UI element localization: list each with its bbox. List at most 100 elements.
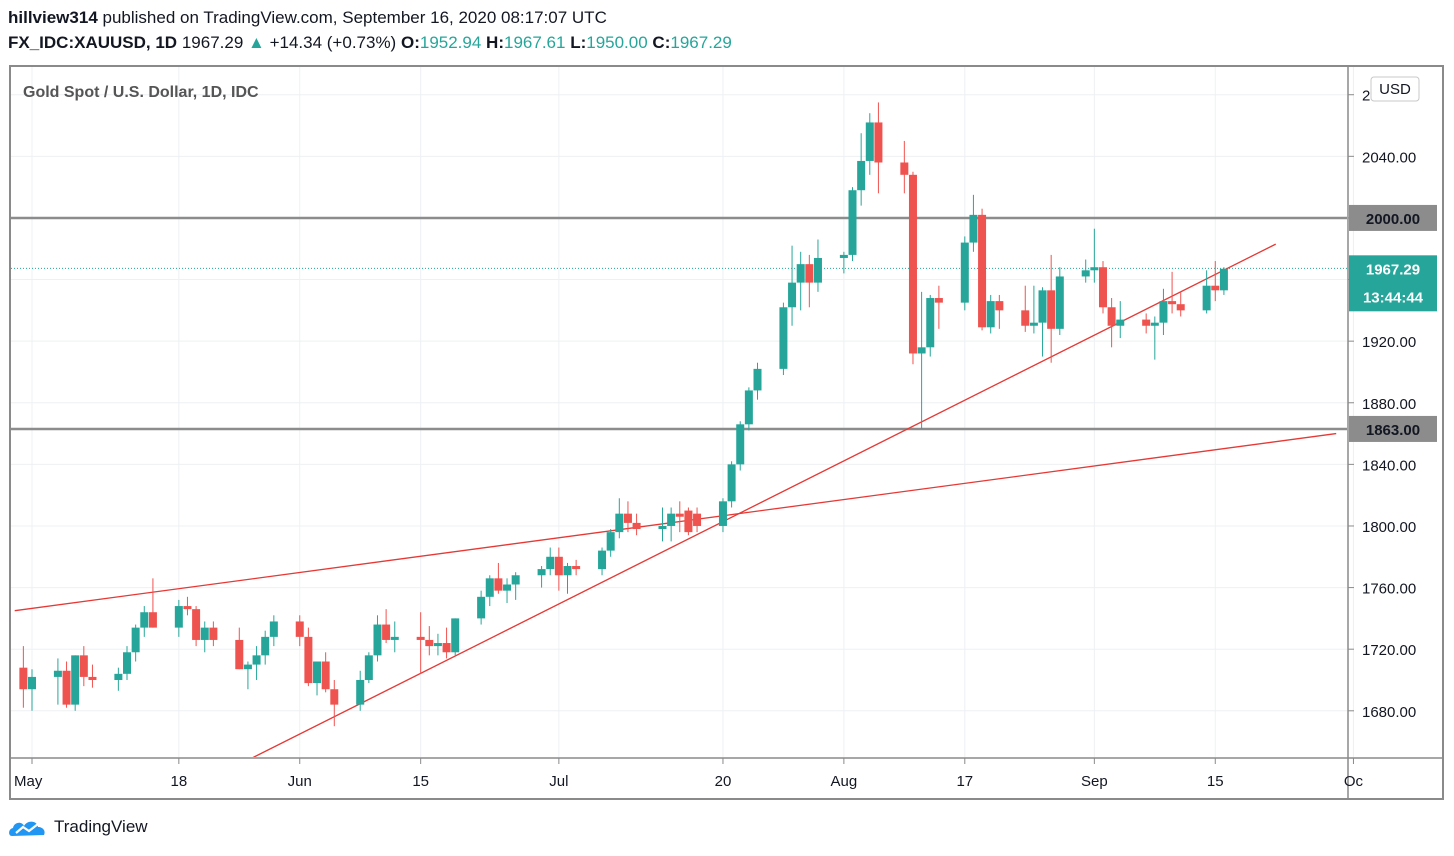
candle — [373, 615, 382, 662]
candle-body — [131, 627, 140, 653]
candle-body — [1219, 268, 1228, 291]
candle-body — [261, 636, 270, 656]
candle-body — [623, 513, 632, 523]
candle — [606, 529, 615, 557]
candle — [503, 578, 512, 603]
candle — [615, 498, 624, 539]
candle — [1038, 287, 1047, 357]
price-tick-label: 1800.00 — [1362, 519, 1416, 536]
candle-body — [969, 214, 978, 243]
price-tick-label: 1720.00 — [1362, 642, 1416, 659]
tradingview-logo[interactable]: TradingView — [8, 816, 148, 838]
candle — [140, 606, 149, 637]
candle — [865, 113, 874, 175]
candle-body — [753, 368, 762, 391]
candle-body — [321, 661, 330, 690]
last-price-tag-box — [1349, 255, 1437, 312]
trendline[interactable] — [248, 243, 1277, 760]
candle — [986, 294, 995, 334]
candle-body — [788, 282, 797, 308]
candle-body — [554, 556, 563, 576]
candle-body — [684, 510, 693, 533]
candle — [805, 254, 814, 308]
candle — [53, 658, 62, 705]
candles — [19, 102, 1228, 727]
candle — [675, 501, 684, 533]
candle-body — [926, 298, 935, 348]
candle — [736, 421, 745, 471]
price-tick-label: 1920.00 — [1362, 334, 1416, 351]
high-value: 1967.61 — [504, 33, 566, 52]
candle — [623, 501, 632, 533]
author-name[interactable]: hillview314 — [8, 8, 98, 27]
candle-body — [390, 636, 399, 640]
publish-info: hillview314 published on TradingView.com… — [8, 8, 607, 28]
candle — [917, 291, 926, 429]
candle — [1176, 291, 1185, 317]
candle — [88, 664, 97, 688]
candle-body — [28, 676, 36, 690]
candle-body — [658, 525, 667, 530]
candle-body — [1021, 310, 1030, 326]
price-axis[interactable]: 1680.00 1720.00 1760.00 1800.00 1840.00 1880.… — [1348, 88, 1416, 721]
candle — [451, 618, 460, 656]
candle-body — [1098, 267, 1107, 308]
trendline[interactable] — [14, 432, 1337, 612]
candle — [1047, 254, 1056, 363]
candle — [900, 140, 909, 194]
candle-body — [1202, 285, 1211, 311]
candle-body — [978, 214, 987, 328]
candle — [183, 596, 192, 616]
last-price-tag-label: 1967.29 — [1366, 261, 1420, 278]
candle-body — [563, 566, 572, 576]
candle-body — [632, 522, 641, 530]
time-tick-label: 15 — [1207, 773, 1224, 790]
candle-body — [779, 307, 788, 369]
candle — [753, 362, 762, 400]
candle-body — [477, 596, 486, 619]
candle — [796, 251, 805, 311]
candle — [174, 599, 183, 637]
low-label: L: — [570, 33, 587, 52]
candle — [572, 559, 581, 576]
candle — [926, 294, 935, 357]
candle-body — [693, 513, 702, 526]
candle — [511, 572, 520, 600]
candle — [131, 624, 140, 662]
candle-body — [511, 575, 520, 585]
candle — [494, 562, 503, 594]
candle-body — [908, 174, 917, 354]
candle-body — [1081, 270, 1090, 277]
candle — [321, 652, 330, 693]
candle-body — [451, 618, 460, 653]
candle-body — [1150, 322, 1159, 326]
candle-body — [744, 390, 753, 425]
candle — [1219, 267, 1228, 295]
candle — [1142, 313, 1151, 334]
candle-body — [1055, 276, 1064, 329]
candle-body — [900, 162, 909, 175]
candle-body — [209, 627, 218, 640]
candle — [390, 621, 399, 653]
candle — [123, 646, 132, 680]
candle-body — [140, 612, 149, 628]
time-axis[interactable]: May 18 Jun 15 Jul 20 Aug 17 Sep 15 Oc — [14, 758, 1364, 790]
currency-badge-box[interactable] — [1370, 76, 1420, 102]
candle-body — [313, 661, 322, 684]
candle-body — [1029, 322, 1038, 326]
horizontal-levels[interactable] — [11, 216, 1347, 431]
cloud-icon — [9, 821, 45, 836]
low-value: 1950.00 — [586, 33, 648, 52]
candle-body — [235, 639, 244, 670]
candle-body — [269, 621, 278, 637]
candle-body — [917, 347, 926, 354]
candle — [934, 285, 943, 329]
trendlines[interactable] — [14, 243, 1337, 760]
candle — [243, 661, 252, 690]
time-tick-label: Jun — [288, 773, 312, 790]
candle-body — [874, 122, 883, 163]
price-tick-label: 2040.00 — [1362, 149, 1416, 166]
price-tick-label: 1880.00 — [1362, 396, 1416, 413]
price-tags: 2000.00 1863.00 1967.29 13:44:44 — [1349, 204, 1437, 442]
